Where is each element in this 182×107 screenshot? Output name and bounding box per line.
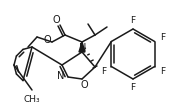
Text: F: F [101,66,106,76]
Text: F: F [130,83,136,92]
Polygon shape [79,42,85,52]
Text: O: O [43,35,51,45]
Text: F: F [160,33,165,42]
Text: F: F [130,16,136,25]
Text: CH₃: CH₃ [24,95,40,104]
Text: N: N [57,71,65,81]
Text: N: N [79,43,87,53]
Text: O: O [52,15,60,25]
Text: F: F [160,66,165,76]
Text: O: O [80,80,88,90]
